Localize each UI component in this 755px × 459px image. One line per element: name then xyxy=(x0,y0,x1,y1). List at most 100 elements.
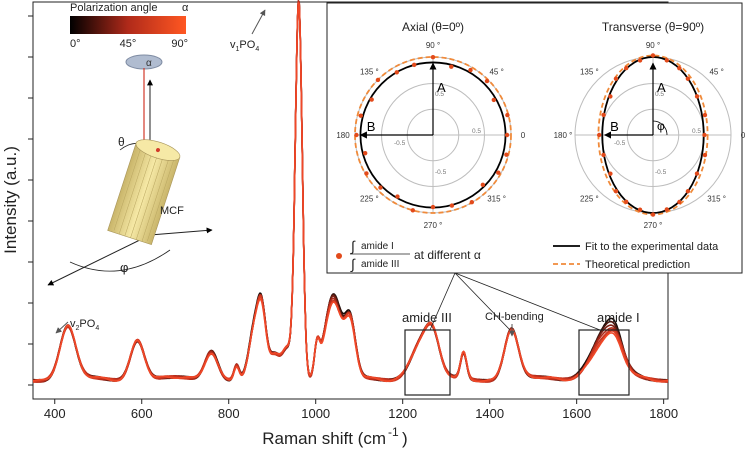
ratio-point xyxy=(650,53,656,58)
ratio-point xyxy=(430,55,436,60)
ratio-point xyxy=(601,152,606,158)
ratio-point xyxy=(362,150,368,156)
ratio-point xyxy=(608,94,613,99)
svg-text:∫: ∫ xyxy=(350,256,356,272)
legend-theory-text: Theoretical prediction xyxy=(585,259,690,271)
spectra-group xyxy=(32,0,669,383)
ratio-point xyxy=(505,112,510,118)
colorbar-gradient xyxy=(70,16,186,34)
polar-radial-label: -0.5 xyxy=(614,140,626,147)
phi-arc-polar xyxy=(652,120,668,136)
colorbar-symbol: α xyxy=(182,2,189,14)
ratio-point xyxy=(624,65,629,71)
polar-angle-label: 270 ° xyxy=(424,221,443,230)
ratio-point xyxy=(496,170,501,175)
colorbar-tick-0: 0° xyxy=(70,38,81,50)
polar-angle-label: 315 ° xyxy=(487,195,506,204)
x-axis-arrow xyxy=(47,234,151,286)
v2po4-label: v2PO4 xyxy=(70,318,99,332)
amide1-annotation: amide I xyxy=(578,310,640,396)
polar-angle-label: 180 ° xyxy=(554,131,573,140)
polar-radial-label: -0.5 xyxy=(394,140,406,147)
polar-angle-label: 0 xyxy=(741,131,746,140)
ratio-point xyxy=(378,185,383,190)
legend-scatter-marker xyxy=(336,253,342,259)
x-tick-label: 1600 xyxy=(562,406,591,421)
polar-angle-label: 225 ° xyxy=(580,195,599,204)
ratio-point xyxy=(613,76,619,81)
ratio-point xyxy=(601,112,606,118)
ratio-point xyxy=(491,97,497,103)
ratio-point xyxy=(394,70,399,75)
x-axis-label: Raman shift (cm xyxy=(262,429,386,448)
ratio-point xyxy=(484,78,490,84)
amide1-label: amide I xyxy=(597,310,640,325)
polar-radial-label: -0.5 xyxy=(655,169,667,176)
x-tick-label: 1400 xyxy=(475,406,504,421)
ratio-point xyxy=(702,152,708,158)
polar-radial-label: 0.5 xyxy=(435,91,444,98)
ratio-point xyxy=(613,189,619,194)
x-tick-label: 1200 xyxy=(388,406,417,421)
ratio-point xyxy=(694,171,700,176)
ratio-point xyxy=(369,97,374,102)
legend-fit-text: Fit to the experimental data xyxy=(585,241,719,253)
amide1-box xyxy=(578,329,630,396)
legend-scatter-numerator: amide I xyxy=(361,241,394,252)
x-tick-label: 1000 xyxy=(301,406,330,421)
polar-angle-label: 135 ° xyxy=(360,67,379,76)
legend-scatter-text: at different α xyxy=(414,248,481,262)
inset-frame xyxy=(326,2,743,274)
polar-title-axial: Axial (θ=0º) xyxy=(402,20,464,34)
ratio-point xyxy=(664,58,670,63)
ratio-point xyxy=(685,76,691,81)
svg-text:∫: ∫ xyxy=(350,238,356,254)
ratio-point xyxy=(469,200,475,205)
amide3-annotation: amide III xyxy=(402,310,452,396)
polar-angle-label: 135 ° xyxy=(580,67,599,76)
theta-symbol: θ xyxy=(118,135,125,149)
y-axis-ticks xyxy=(28,15,33,386)
y-axis-label: Intensity (a.u.) xyxy=(1,146,20,254)
polar-radial-label: 0.5 xyxy=(692,128,701,135)
x-tick-label: 1800 xyxy=(649,406,678,421)
vector-b-label: B xyxy=(610,119,619,134)
colorbar-tick-45: 45° xyxy=(120,38,137,50)
polar-axial: A B 90 ° 45 ° 0 315 ° 270 ° 225 ° 180 135 ° 0.5 0.5… xyxy=(336,41,525,230)
polar-title-transverse: Transverse (θ=90º) xyxy=(602,20,704,34)
polar-inset: Axial (θ=0º) Transverse (θ=90º) A B 90 ° 45… xyxy=(326,2,746,274)
callout-lines xyxy=(429,272,601,331)
fiber-bundle xyxy=(107,139,181,246)
ratio-point xyxy=(449,203,455,208)
polar-radial-label: 0.5 xyxy=(472,128,481,135)
polar-angle-label: 315 ° xyxy=(707,195,726,204)
ratio-point xyxy=(664,207,669,212)
polar-radial-label: 0.5 xyxy=(655,91,664,98)
ratio-point xyxy=(358,113,363,118)
polar-angle-label: 45 ° xyxy=(709,67,723,76)
ratio-point xyxy=(677,65,682,71)
ratio-point xyxy=(650,212,656,217)
polar-legend: ∫ amide I ∫ amide III at different α Fit… xyxy=(336,238,719,272)
ratio-point xyxy=(504,132,510,138)
vector-a-label: A xyxy=(657,80,666,95)
x-axis-ticks: 400 600 800 1000 1200 1400 1600 1800 xyxy=(44,399,678,421)
phi-symbol: φ xyxy=(120,260,128,275)
spectrum-90deg xyxy=(32,2,669,383)
phi-arc xyxy=(69,249,171,272)
v1po4-label: v1PO4 xyxy=(230,39,259,53)
ratio-point xyxy=(468,67,473,73)
alpha-symbol: α xyxy=(146,58,152,69)
polar-radial-label: -0.5 xyxy=(435,169,447,176)
ratio-point xyxy=(702,112,708,118)
x-tick-label: 800 xyxy=(218,406,240,421)
fiber-schematic: α θ φ MCF xyxy=(47,54,213,286)
x-axis-label-close: ) xyxy=(402,429,408,448)
y-axis-arrow xyxy=(149,227,213,236)
amide3-box xyxy=(404,329,451,396)
ratio-point xyxy=(364,171,369,176)
x-tick-label: 400 xyxy=(44,406,66,421)
ratio-point xyxy=(354,132,359,138)
ratio-point xyxy=(624,199,629,204)
legend-scatter-denominator: amide III xyxy=(361,259,399,270)
